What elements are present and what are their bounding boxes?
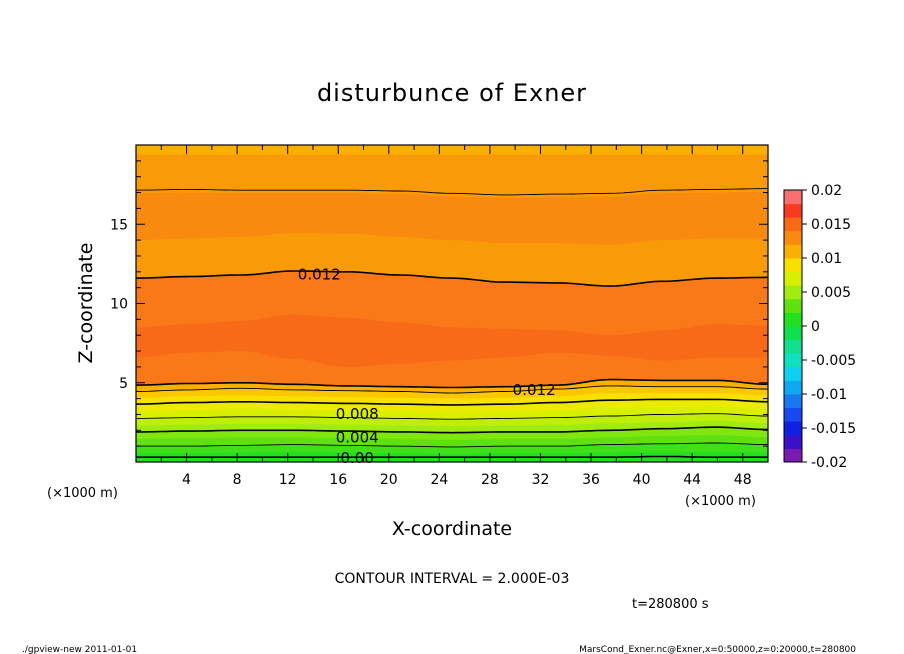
x-tick-label: 36 [582, 472, 600, 488]
x-tick-label: 32 [532, 472, 550, 488]
contour-label-2: 0.008 [336, 405, 379, 423]
colorbar-swatch-16 [784, 230, 802, 245]
colorbar-tick-label: 0.005 [811, 285, 851, 301]
contour-label-3: 0.004 [336, 429, 379, 447]
x-tick-label: 12 [279, 472, 297, 488]
colorbar-tick-label: 0.02 [811, 183, 842, 199]
x-tick-label: 20 [380, 472, 398, 488]
x-tick-label: 48 [734, 472, 752, 488]
contour-inner-band-1 [136, 314, 768, 367]
colorbar-tick-label: -0.005 [811, 353, 856, 369]
contour-label-1: 0.012 [513, 381, 556, 399]
colorbar-swatch-19 [784, 190, 802, 205]
y-tick-label: 10 [110, 297, 128, 313]
time-label: t=280800 s [632, 597, 709, 612]
contour-line-0 [136, 455, 768, 458]
colorbar-swatch-9 [784, 326, 802, 341]
x-tick-label: 16 [329, 472, 347, 488]
colorbar-tick-label: -0.015 [811, 421, 856, 437]
contour-label-4: 0.00 [340, 449, 373, 467]
contour-line-6 [136, 378, 769, 389]
colorbar-swatch-0 [784, 448, 802, 463]
contour-band-14 [136, 145, 768, 155]
colorbar-swatch-18 [784, 203, 802, 218]
contour-line-5 [135, 385, 769, 394]
contour-line-2 [136, 426, 769, 434]
colorbar-tick-label: 0.01 [811, 251, 842, 267]
contour-line-4 [136, 398, 769, 406]
colorbar-swatch-8 [784, 339, 802, 354]
colorbar-tick-label: -0.02 [811, 455, 847, 471]
colorbar-swatch-6 [784, 366, 802, 381]
y-axis-label: Z-coordinate [75, 243, 97, 364]
colorbar-swatch-7 [784, 353, 802, 368]
footer-left: ./gpview-new 2011-01-01 [22, 645, 137, 654]
colorbar-swatch-15 [784, 244, 802, 259]
contour-label-0: 0.012 [298, 265, 341, 283]
colorbar-swatch-17 [784, 217, 802, 232]
contour-line-3 [136, 413, 768, 420]
x-tick-label: 8 [233, 472, 242, 488]
colorbar-swatch-10 [784, 312, 802, 327]
colorbar-swatch-13 [784, 271, 802, 286]
x-unit-label-right: (×1000 m) [685, 494, 756, 509]
contour-band-13 [136, 145, 768, 199]
colorbar-tick-label: 0.015 [811, 217, 851, 233]
colorbar-swatch-12 [784, 285, 802, 300]
plot-area [136, 145, 768, 462]
contour-line-1 [136, 442, 769, 448]
contour-line-8 [135, 188, 768, 196]
colorbar-swatch-5 [784, 380, 802, 395]
x-unit-label-left: (×1000 m) [47, 486, 118, 501]
colorbar-tick-label: 0 [811, 319, 820, 335]
colorbar-tick-label: -0.01 [811, 387, 847, 403]
contour-interval-text: CONTOUR INTERVAL = 2.000E-03 [335, 571, 570, 587]
x-tick-label: 28 [481, 472, 499, 488]
x-tick-label: 24 [430, 472, 448, 488]
contour-lines [135, 188, 769, 458]
y-tick-label: 5 [119, 376, 128, 392]
colorbar-swatch-11 [784, 298, 802, 313]
contour-line-7 [136, 270, 769, 287]
x-axis-label: X-coordinate [392, 518, 512, 540]
x-tick-label: 4 [182, 472, 191, 488]
chart-title: disturbunce of Exner [317, 79, 587, 107]
colorbar-swatch-14 [784, 258, 802, 273]
y-tick-label: 15 [110, 217, 128, 233]
footer-right: MarsCond_Exner.nc@Exner,x=0:50000,z=0:20… [579, 645, 856, 654]
colorbar-swatch-1 [784, 434, 802, 449]
contour-labels: 0.012 0.012 0.008 0.004 0.00 [298, 265, 556, 467]
x-tick-label: 44 [683, 472, 701, 488]
colorbar-swatch-3 [784, 407, 802, 422]
colorbar-swatch-2 [784, 421, 802, 436]
colorbar-swatch-4 [784, 394, 802, 409]
x-tick-label: 40 [633, 472, 651, 488]
colorbar: 0.02 0.015 0.01 0.005 0 -0.005 -0.01 -0.015 -0.0… [783, 183, 856, 471]
